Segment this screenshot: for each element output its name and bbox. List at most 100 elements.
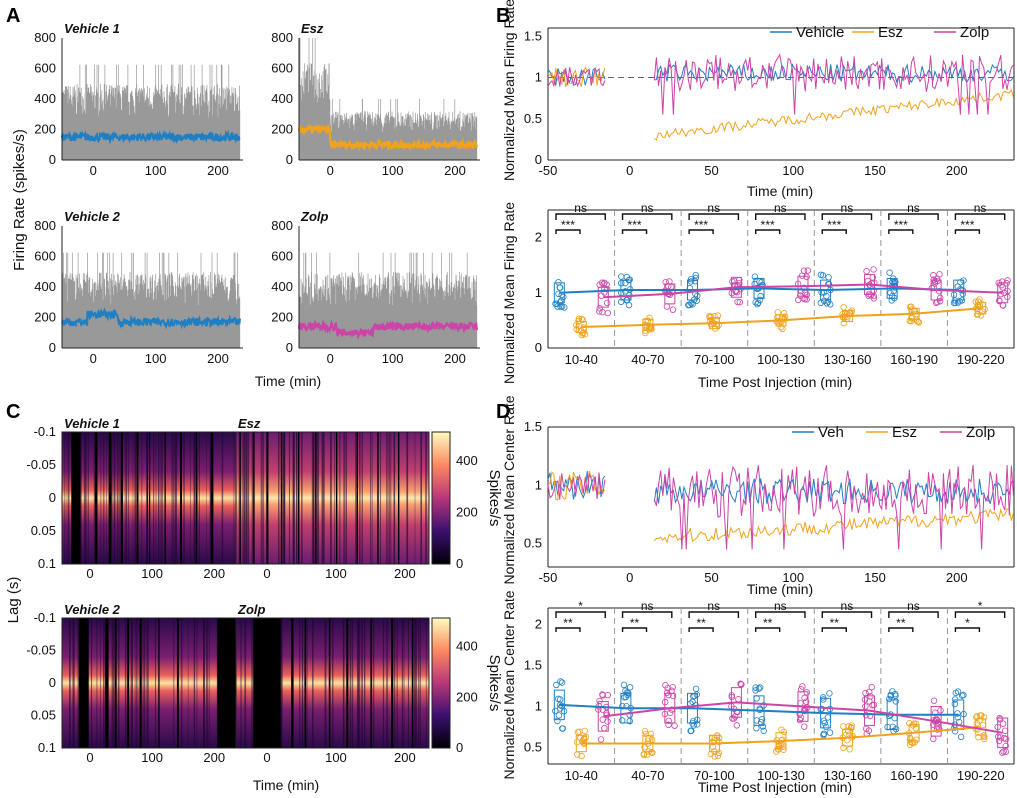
sig-label-lower: *** xyxy=(694,218,708,232)
sig-label-lower: ** xyxy=(763,616,773,630)
data-point xyxy=(692,274,700,282)
data-point xyxy=(800,284,808,291)
x-tick-label: 200 xyxy=(203,566,225,581)
data-point xyxy=(906,720,913,727)
data-point xyxy=(620,681,628,689)
data-point xyxy=(731,277,738,285)
heatmap-gap xyxy=(127,618,130,748)
heatmap-gap xyxy=(280,432,283,564)
y-tick-label: 2 xyxy=(535,616,542,631)
sig-label-upper: ns xyxy=(707,201,720,215)
sig-bracket-lower xyxy=(555,229,581,234)
x-tick-label: -50 xyxy=(539,570,558,585)
heatmap-frame xyxy=(235,617,430,749)
x-tick-label: 100 xyxy=(141,566,163,581)
data-point xyxy=(665,691,672,699)
data-point xyxy=(753,724,760,732)
data-point xyxy=(690,717,697,725)
data-point xyxy=(863,725,870,732)
sig-label-upper: ns xyxy=(841,599,854,613)
mean-line xyxy=(581,726,981,745)
data-point xyxy=(715,734,723,742)
y-tick-label: 1 xyxy=(535,70,542,85)
panel-d-top-ylabel: Normalized Mean Center Rate xyxy=(501,395,517,584)
x-tick-label: 50 xyxy=(704,163,718,178)
data-point xyxy=(954,688,962,695)
sig-label-upper: ns xyxy=(907,201,920,215)
data-point xyxy=(578,752,585,760)
data-point xyxy=(709,738,716,746)
heatmap-gap xyxy=(291,618,294,748)
data-point xyxy=(884,723,891,731)
subplot-title: Vehicle 1 xyxy=(64,416,120,431)
data-point xyxy=(645,735,652,742)
heatmap-gap xyxy=(329,618,331,748)
data-point xyxy=(728,693,736,701)
heatmap-gap xyxy=(411,618,414,748)
y-tick-label: 400 xyxy=(271,279,293,294)
y-tick-label: 800 xyxy=(34,30,56,45)
data-point xyxy=(937,294,944,302)
data-point xyxy=(818,705,825,713)
data-point xyxy=(689,301,696,308)
data-point xyxy=(999,749,1006,756)
x-tick-label: 100 xyxy=(141,750,163,765)
heatmap-gap xyxy=(391,618,394,748)
data-point xyxy=(580,735,587,743)
sig-bracket-upper xyxy=(888,611,939,618)
sig-bracket-upper xyxy=(688,611,740,618)
x-tick-label: 100 xyxy=(382,351,404,366)
sig-label-upper: ns xyxy=(574,201,587,215)
y-tick-label: 600 xyxy=(271,249,293,264)
data-point xyxy=(599,691,606,698)
data-point xyxy=(780,746,787,753)
data-point xyxy=(1001,727,1009,734)
data-point xyxy=(642,730,649,738)
colorbar: 0 200 400 Spikes/s xyxy=(431,617,503,755)
data-point xyxy=(825,280,832,288)
data-point xyxy=(603,281,610,288)
sig-bracket-lower xyxy=(555,627,581,632)
data-point xyxy=(687,727,694,735)
data-point xyxy=(575,317,582,325)
series-line-post xyxy=(653,478,1014,505)
data-point xyxy=(887,691,894,699)
data-point xyxy=(801,723,808,730)
y-tick-label: 0.5 xyxy=(524,740,542,755)
x-tick-label: 200 xyxy=(203,750,225,765)
mean-line xyxy=(559,287,959,294)
data-point xyxy=(735,696,742,703)
data-point xyxy=(930,697,938,704)
heatmap-gap xyxy=(298,432,300,564)
series-line xyxy=(297,123,478,152)
sig-bracket-upper xyxy=(954,611,1006,618)
data-point xyxy=(862,689,869,697)
y-tick-label: 600 xyxy=(271,61,293,76)
sig-label-lower: ** xyxy=(830,616,840,630)
data-point xyxy=(1000,748,1007,755)
x-tick-label: 50 xyxy=(704,570,718,585)
data-point xyxy=(669,684,676,691)
heatmap-subplot: 0 100 200 Esz xyxy=(235,416,430,581)
heatmap-gap xyxy=(121,432,123,564)
x-tick-label: 70-100 xyxy=(694,768,734,783)
data-point xyxy=(930,721,937,728)
sig-bracket-upper xyxy=(555,611,606,618)
y-tick-label: 1 xyxy=(535,477,542,492)
data-point xyxy=(978,712,985,719)
data-point xyxy=(840,319,847,327)
sig-bracket-lower xyxy=(888,627,914,632)
data-point xyxy=(977,312,985,319)
heatmap-gap xyxy=(211,432,214,564)
data-point xyxy=(995,279,1002,287)
y-tick-label: 800 xyxy=(34,218,56,233)
data-point xyxy=(799,683,806,690)
data-point xyxy=(889,723,896,730)
data-point xyxy=(803,291,811,299)
panel-d-top-xlabel: Time (min) xyxy=(747,581,813,597)
y-tick-label: -0.05 xyxy=(26,457,56,472)
data-point xyxy=(661,698,669,706)
colorbar-tick-label: 200 xyxy=(456,689,478,704)
data-point xyxy=(934,298,941,306)
